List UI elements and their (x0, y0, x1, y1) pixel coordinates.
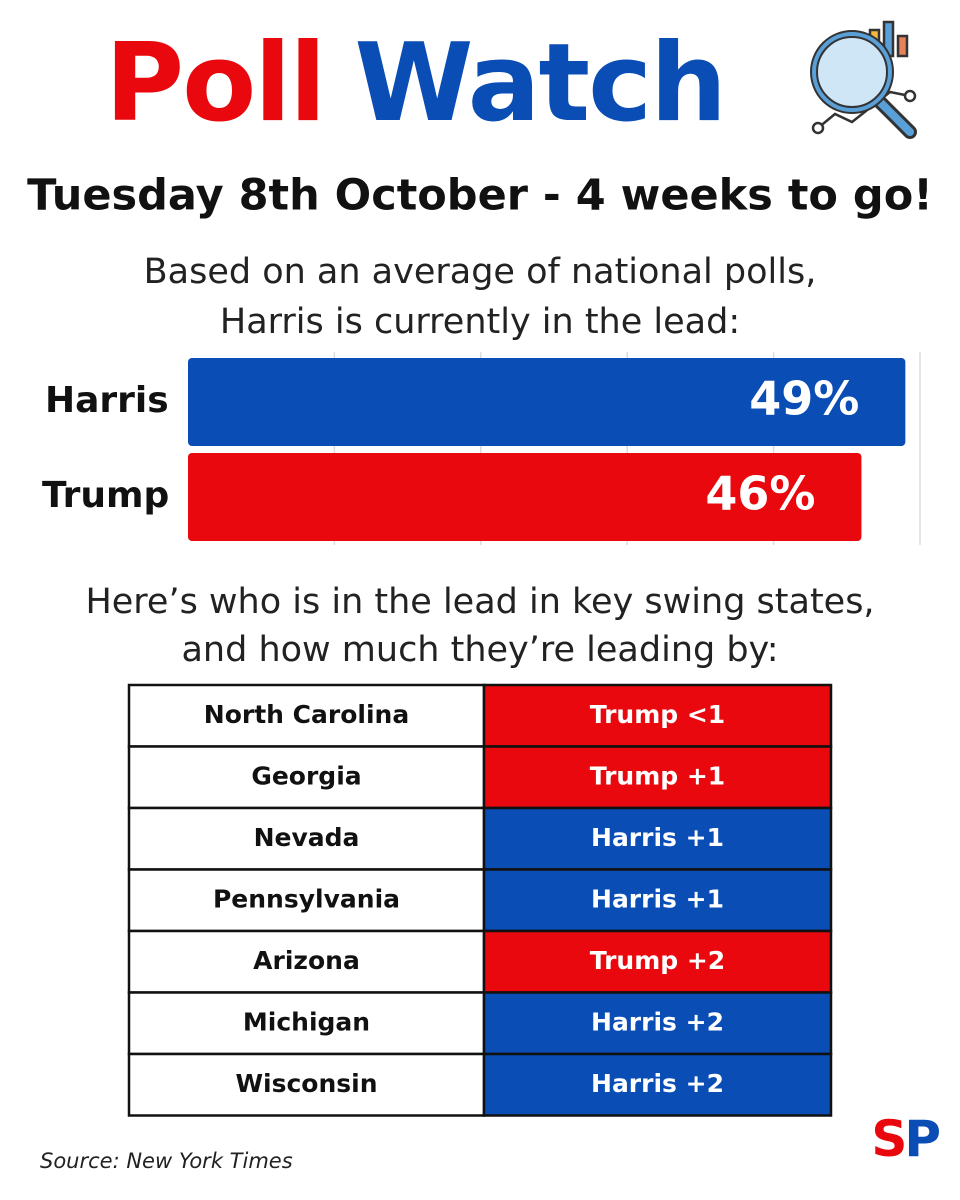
lead-text: Harris +2 (591, 1007, 724, 1036)
lead-cell (482, 929, 833, 994)
intro-line: Harris is currently in the lead: (220, 302, 740, 342)
bar (188, 453, 862, 541)
title: Poll Watch (105, 21, 725, 146)
bar (188, 358, 906, 446)
title-part: Watch (354, 21, 725, 146)
state-cell (127, 1052, 486, 1117)
lead-text: Harris +1 (591, 823, 724, 852)
logo: SP (871, 1110, 939, 1168)
state-cell (127, 745, 486, 810)
category-label: Harris (45, 380, 169, 421)
state-name: Nevada (254, 823, 360, 852)
lead-text: Trump +2 (590, 946, 725, 975)
state-name: Arizona (253, 946, 360, 975)
lead-text: Harris +2 (591, 1069, 724, 1098)
source: Source: New York Times (40, 1149, 293, 1173)
state-cell (127, 929, 486, 994)
state-name: Michigan (243, 1007, 370, 1036)
logo-part: S (871, 1110, 904, 1168)
date: Tuesday 8th October - 4 weeks to go! (27, 171, 933, 221)
value-label: 49% (749, 372, 859, 426)
intro-line: Based on an average of national polls, (144, 252, 817, 292)
title-part: Poll (105, 21, 324, 146)
lead-text: Trump +1 (590, 761, 725, 790)
state-cell (127, 683, 486, 748)
state-name: Georgia (251, 761, 361, 790)
value-label: 46% (705, 467, 815, 521)
lead-text: Harris +1 (591, 884, 724, 913)
lead-cell (482, 1052, 833, 1117)
magnifier-icon (810, 20, 917, 139)
lead-cell (482, 806, 833, 871)
logo-part: P (904, 1110, 939, 1168)
state-cell (127, 991, 486, 1056)
swing-intro-line: Here’s who is in the lead in key swing s… (85, 582, 874, 622)
state-name: North Carolina (204, 700, 409, 729)
lead-text: Trump <1 (590, 700, 725, 729)
state-name: Pennsylvania (213, 884, 400, 913)
category-label: Trump (42, 475, 169, 516)
state-name: Wisconsin (235, 1069, 377, 1098)
lead-cell (482, 991, 833, 1056)
lead-cell (482, 683, 833, 748)
swing-intro-line: and how much they’re leading by: (181, 630, 778, 670)
